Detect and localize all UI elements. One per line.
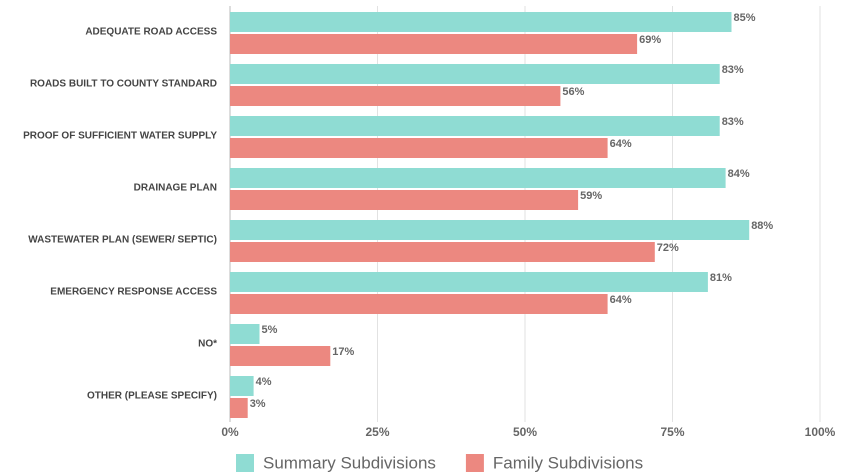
bar [230, 294, 608, 314]
legend-label: Summary Subdivisions [263, 453, 436, 472]
x-tick-label: 0% [221, 425, 239, 439]
bar [230, 220, 750, 240]
bar [230, 346, 331, 366]
x-tick-label: 100% [805, 425, 836, 439]
value-label: 69% [639, 34, 661, 46]
category-label: ADEQUATE ROAD ACCESS [85, 27, 217, 38]
value-label: 17% [332, 346, 354, 358]
category-label: PROOF OF SUFFICIENT WATER SUPPLY [23, 131, 217, 142]
value-label: 4% [256, 376, 272, 388]
bar [230, 376, 254, 396]
bar [230, 64, 720, 84]
value-label: 64% [610, 294, 632, 306]
value-label: 72% [657, 242, 679, 254]
x-tick-label: 25% [365, 425, 389, 439]
legend-swatch [465, 454, 484, 472]
category-label: DRAINAGE PLAN [134, 183, 217, 194]
bar [230, 324, 260, 344]
category-label: ROADS BUILT TO COUNTY STANDARD [30, 79, 217, 90]
bar [230, 12, 732, 32]
bar [230, 168, 726, 188]
bar [230, 116, 720, 136]
value-label: 83% [722, 64, 744, 76]
value-label: 81% [710, 272, 732, 284]
value-label: 88% [751, 220, 773, 232]
bar [230, 34, 638, 54]
value-label: 84% [728, 168, 750, 180]
legend-swatch [236, 454, 254, 472]
category-label: WASTEWATER PLAN (SEWER/ SEPTIC) [28, 235, 217, 246]
bar [230, 398, 248, 418]
value-label: 3% [250, 398, 266, 410]
legend-label: Family Subdivisions [493, 453, 643, 472]
bar [230, 138, 608, 158]
x-tick-label: 50% [513, 425, 537, 439]
value-label: 5% [262, 324, 278, 336]
category-label: EMERGENCY RESPONSE ACCESS [50, 287, 217, 298]
value-label: 83% [722, 116, 744, 128]
bar [230, 242, 655, 262]
value-label: 59% [580, 190, 602, 202]
category-label: NO* [198, 339, 217, 350]
bar [230, 86, 561, 106]
category-label: OTHER (PLEASE SPECIFY) [87, 391, 217, 402]
value-label: 64% [610, 138, 632, 150]
bar [230, 272, 708, 292]
value-label: 85% [734, 12, 756, 24]
bar [230, 190, 579, 210]
value-label: 56% [562, 86, 584, 98]
x-tick-label: 75% [660, 425, 684, 439]
